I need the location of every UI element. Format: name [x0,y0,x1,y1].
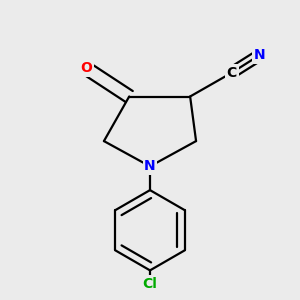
Text: C: C [226,66,237,80]
Text: N: N [144,159,156,173]
Text: Cl: Cl [142,277,158,291]
Text: O: O [80,61,92,75]
Text: N: N [254,48,266,62]
